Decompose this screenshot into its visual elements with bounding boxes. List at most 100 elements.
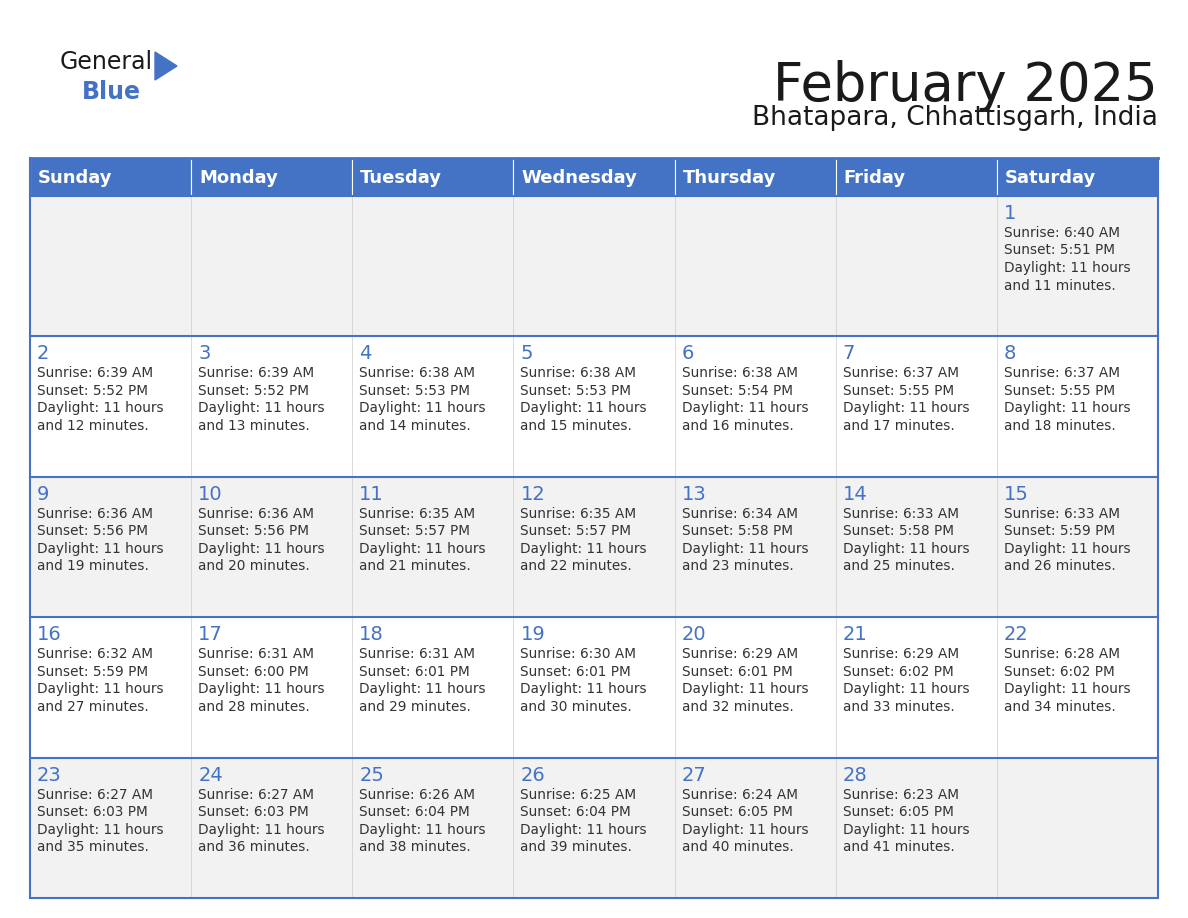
Text: and 40 minutes.: and 40 minutes. <box>682 840 794 854</box>
Text: 5: 5 <box>520 344 533 364</box>
Text: Daylight: 11 hours: Daylight: 11 hours <box>359 682 486 696</box>
Text: Daylight: 11 hours: Daylight: 11 hours <box>37 542 164 555</box>
Text: Bhatapara, Chhattisgarh, India: Bhatapara, Chhattisgarh, India <box>752 105 1158 131</box>
Text: 8: 8 <box>1004 344 1016 364</box>
Text: Daylight: 11 hours: Daylight: 11 hours <box>520 682 647 696</box>
Text: Thursday: Thursday <box>683 169 776 187</box>
Text: 23: 23 <box>37 766 62 785</box>
Text: and 36 minutes.: and 36 minutes. <box>198 840 310 854</box>
Bar <box>30 617 1158 757</box>
Text: Daylight: 11 hours: Daylight: 11 hours <box>682 823 808 836</box>
Text: Daylight: 11 hours: Daylight: 11 hours <box>37 682 164 696</box>
Text: Sunrise: 6:31 AM: Sunrise: 6:31 AM <box>198 647 314 661</box>
Bar <box>30 196 1158 336</box>
Text: Sunrise: 6:40 AM: Sunrise: 6:40 AM <box>1004 226 1120 240</box>
Bar <box>30 158 191 196</box>
Text: Sunrise: 6:38 AM: Sunrise: 6:38 AM <box>520 366 637 380</box>
Text: Monday: Monday <box>200 169 278 187</box>
Text: 19: 19 <box>520 625 545 644</box>
Text: 3: 3 <box>198 344 210 364</box>
Text: 14: 14 <box>842 485 867 504</box>
Text: Daylight: 11 hours: Daylight: 11 hours <box>520 542 647 555</box>
Text: and 32 minutes.: and 32 minutes. <box>682 700 794 713</box>
Bar <box>191 158 353 196</box>
Text: Sunset: 6:01 PM: Sunset: 6:01 PM <box>520 665 631 678</box>
Text: and 18 minutes.: and 18 minutes. <box>1004 419 1116 433</box>
Text: 21: 21 <box>842 625 867 644</box>
Text: Sunrise: 6:39 AM: Sunrise: 6:39 AM <box>37 366 153 380</box>
Text: Sunrise: 6:27 AM: Sunrise: 6:27 AM <box>198 788 314 801</box>
Text: Daylight: 11 hours: Daylight: 11 hours <box>198 823 324 836</box>
Text: Sunrise: 6:31 AM: Sunrise: 6:31 AM <box>359 647 475 661</box>
Text: Sunrise: 6:24 AM: Sunrise: 6:24 AM <box>682 788 797 801</box>
Text: Daylight: 11 hours: Daylight: 11 hours <box>37 401 164 416</box>
Text: and 29 minutes.: and 29 minutes. <box>359 700 472 713</box>
Text: Sunset: 5:59 PM: Sunset: 5:59 PM <box>1004 524 1116 538</box>
Text: Sunset: 5:54 PM: Sunset: 5:54 PM <box>682 384 792 397</box>
Bar <box>353 158 513 196</box>
Text: Sunset: 5:57 PM: Sunset: 5:57 PM <box>359 524 470 538</box>
Text: 10: 10 <box>198 485 223 504</box>
Text: and 13 minutes.: and 13 minutes. <box>198 419 310 433</box>
Text: 16: 16 <box>37 625 62 644</box>
Text: Daylight: 11 hours: Daylight: 11 hours <box>842 682 969 696</box>
Text: and 27 minutes.: and 27 minutes. <box>37 700 148 713</box>
Text: 17: 17 <box>198 625 223 644</box>
Text: and 34 minutes.: and 34 minutes. <box>1004 700 1116 713</box>
Text: 26: 26 <box>520 766 545 785</box>
Text: Sunset: 5:52 PM: Sunset: 5:52 PM <box>198 384 309 397</box>
Text: Sunset: 5:53 PM: Sunset: 5:53 PM <box>520 384 632 397</box>
Text: Daylight: 11 hours: Daylight: 11 hours <box>1004 261 1131 275</box>
Bar <box>513 158 675 196</box>
Text: Sunset: 5:58 PM: Sunset: 5:58 PM <box>682 524 792 538</box>
Text: and 30 minutes.: and 30 minutes. <box>520 700 632 713</box>
Text: and 15 minutes.: and 15 minutes. <box>520 419 632 433</box>
Bar <box>675 158 835 196</box>
Text: 11: 11 <box>359 485 384 504</box>
Bar <box>835 158 997 196</box>
Text: Sunset: 6:04 PM: Sunset: 6:04 PM <box>520 805 631 819</box>
Text: Sunset: 6:03 PM: Sunset: 6:03 PM <box>198 805 309 819</box>
Text: and 12 minutes.: and 12 minutes. <box>37 419 148 433</box>
Text: Daylight: 11 hours: Daylight: 11 hours <box>682 542 808 555</box>
Text: Sunset: 6:01 PM: Sunset: 6:01 PM <box>682 665 792 678</box>
Text: Blue: Blue <box>82 80 141 104</box>
Text: Daylight: 11 hours: Daylight: 11 hours <box>198 682 324 696</box>
Text: Sunrise: 6:26 AM: Sunrise: 6:26 AM <box>359 788 475 801</box>
Text: Sunrise: 6:23 AM: Sunrise: 6:23 AM <box>842 788 959 801</box>
Text: 12: 12 <box>520 485 545 504</box>
Text: 15: 15 <box>1004 485 1029 504</box>
Text: Sunset: 5:51 PM: Sunset: 5:51 PM <box>1004 243 1114 258</box>
Text: Sunrise: 6:27 AM: Sunrise: 6:27 AM <box>37 788 153 801</box>
Text: and 16 minutes.: and 16 minutes. <box>682 419 794 433</box>
Text: Sunset: 5:53 PM: Sunset: 5:53 PM <box>359 384 470 397</box>
Text: 28: 28 <box>842 766 867 785</box>
Text: Tuesday: Tuesday <box>360 169 442 187</box>
Text: Wednesday: Wednesday <box>522 169 637 187</box>
Text: 4: 4 <box>359 344 372 364</box>
Text: 25: 25 <box>359 766 384 785</box>
Text: and 14 minutes.: and 14 minutes. <box>359 419 470 433</box>
Text: Daylight: 11 hours: Daylight: 11 hours <box>682 401 808 416</box>
Text: 6: 6 <box>682 344 694 364</box>
Bar <box>30 336 1158 476</box>
Text: Sunrise: 6:30 AM: Sunrise: 6:30 AM <box>520 647 637 661</box>
Text: Sunset: 6:02 PM: Sunset: 6:02 PM <box>1004 665 1114 678</box>
Text: Daylight: 11 hours: Daylight: 11 hours <box>520 401 647 416</box>
Text: Sunrise: 6:33 AM: Sunrise: 6:33 AM <box>1004 507 1120 521</box>
Text: 1: 1 <box>1004 204 1016 223</box>
Text: Sunrise: 6:38 AM: Sunrise: 6:38 AM <box>359 366 475 380</box>
Text: Friday: Friday <box>843 169 905 187</box>
Text: Daylight: 11 hours: Daylight: 11 hours <box>198 401 324 416</box>
Text: and 21 minutes.: and 21 minutes. <box>359 559 470 574</box>
Text: 20: 20 <box>682 625 706 644</box>
Text: and 19 minutes.: and 19 minutes. <box>37 559 148 574</box>
Text: 2: 2 <box>37 344 50 364</box>
Text: and 22 minutes.: and 22 minutes. <box>520 559 632 574</box>
Text: Sunrise: 6:28 AM: Sunrise: 6:28 AM <box>1004 647 1120 661</box>
Text: Sunrise: 6:25 AM: Sunrise: 6:25 AM <box>520 788 637 801</box>
Text: Sunset: 5:55 PM: Sunset: 5:55 PM <box>1004 384 1116 397</box>
Text: February 2025: February 2025 <box>773 60 1158 112</box>
Text: Daylight: 11 hours: Daylight: 11 hours <box>842 401 969 416</box>
Text: Daylight: 11 hours: Daylight: 11 hours <box>359 401 486 416</box>
